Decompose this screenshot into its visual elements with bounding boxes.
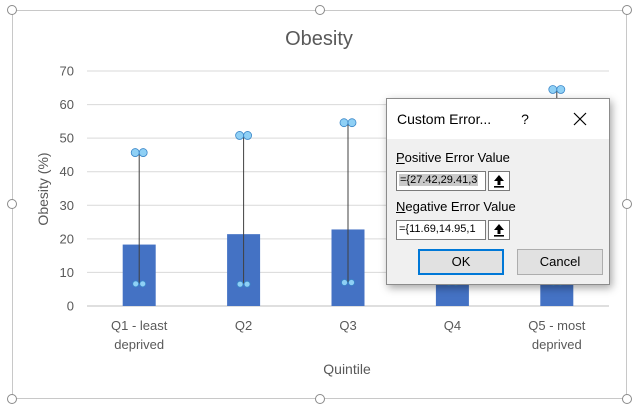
chart-title: Obesity xyxy=(285,28,353,50)
y-tick-label: 30 xyxy=(60,198,74,213)
x-tick-label: Q3 xyxy=(339,318,356,333)
obesity-chart: 0 10 20 30 40 50 60 70 Obesity Quintile Obesity (%… xyxy=(35,28,609,377)
negative-error-label-accelerator: N xyxy=(396,199,406,214)
cancel-button[interactable]: Cancel xyxy=(517,249,603,275)
y-tick-label: 70 xyxy=(60,64,74,79)
resize-handle-bottom-left[interactable] xyxy=(7,394,17,404)
negative-collapse-button[interactable] xyxy=(488,220,510,240)
error-bar-handle xyxy=(548,85,558,94)
help-button[interactable]: ? xyxy=(521,111,529,127)
resize-handle-bottom-right[interactable] xyxy=(622,394,632,404)
error-bar-handle xyxy=(348,279,355,286)
x-tick-label: Q1 - least xyxy=(111,318,168,333)
y-tick-label: 10 xyxy=(60,265,74,280)
negative-error-label: Negative Error Value xyxy=(396,199,516,214)
resize-handle-top-left[interactable] xyxy=(7,5,17,15)
error-bar-handle xyxy=(347,118,357,128)
dialog-title: Custom Error... xyxy=(397,111,492,127)
y-tick-label: 20 xyxy=(60,231,74,246)
x-tick-label: deprived xyxy=(114,337,164,352)
error-bar-handle xyxy=(243,280,251,288)
error-bar-handle xyxy=(339,118,349,128)
error-bar-handle xyxy=(130,148,140,157)
close-icon xyxy=(573,112,587,126)
collapse-dialog-icon xyxy=(494,175,504,188)
positive-error-label-accelerator: P xyxy=(396,150,405,165)
positive-error-label-text: ositive Error Value xyxy=(404,150,510,165)
resize-handle-middle-left[interactable] xyxy=(7,199,17,209)
x-tick-label: Q4 xyxy=(444,318,461,333)
negative-error-value: ={11.69,14.95,1 xyxy=(399,223,476,235)
positive-error-value: ={27.42,29.41,3 xyxy=(399,174,479,186)
resize-handle-top-center[interactable] xyxy=(315,5,325,15)
x-tick-label: Q2 xyxy=(235,318,252,333)
close-button[interactable] xyxy=(569,108,591,130)
y-tick-label: 60 xyxy=(60,97,74,112)
positive-error-value-input[interactable]: ={27.42,29.41,3 xyxy=(396,171,486,191)
negative-error-value-input[interactable]: ={11.69,14.95,1 xyxy=(396,220,486,240)
error-bar-handle xyxy=(341,279,348,286)
x-tick-label: Q5 - most xyxy=(528,318,585,333)
positive-collapse-button[interactable] xyxy=(488,171,510,191)
y-axis-title: Obesity (%) xyxy=(35,152,51,225)
y-tick-label: 0 xyxy=(67,299,74,314)
resize-handle-middle-right[interactable] xyxy=(622,199,632,209)
error-bar-handle xyxy=(236,280,244,288)
error-bar-handle xyxy=(132,280,140,288)
negative-error-label-text: egative Error Value xyxy=(405,199,516,214)
error-bar-handle xyxy=(139,280,147,288)
resize-handle-top-right[interactable] xyxy=(622,5,632,15)
y-tick-label: 40 xyxy=(60,164,74,179)
x-axis-title: Quintile xyxy=(323,361,371,377)
y-tick-label: 50 xyxy=(60,131,74,146)
error-bar-handle xyxy=(235,131,245,140)
ok-button[interactable]: OK xyxy=(418,249,504,275)
error-bar-handle xyxy=(138,148,148,157)
dialog-titlebar[interactable]: Custom Error... ? xyxy=(387,99,609,139)
collapse-dialog-icon xyxy=(494,224,504,237)
error-bar-handle xyxy=(556,85,566,94)
positive-error-label: Positive Error Value xyxy=(396,150,510,165)
error-bar-handle xyxy=(243,131,253,140)
resize-handle-bottom-center[interactable] xyxy=(315,394,325,404)
custom-error-bars-dialog: Custom Error... ? Positive Error Value =… xyxy=(386,98,610,285)
x-tick-label: deprived xyxy=(532,337,582,352)
